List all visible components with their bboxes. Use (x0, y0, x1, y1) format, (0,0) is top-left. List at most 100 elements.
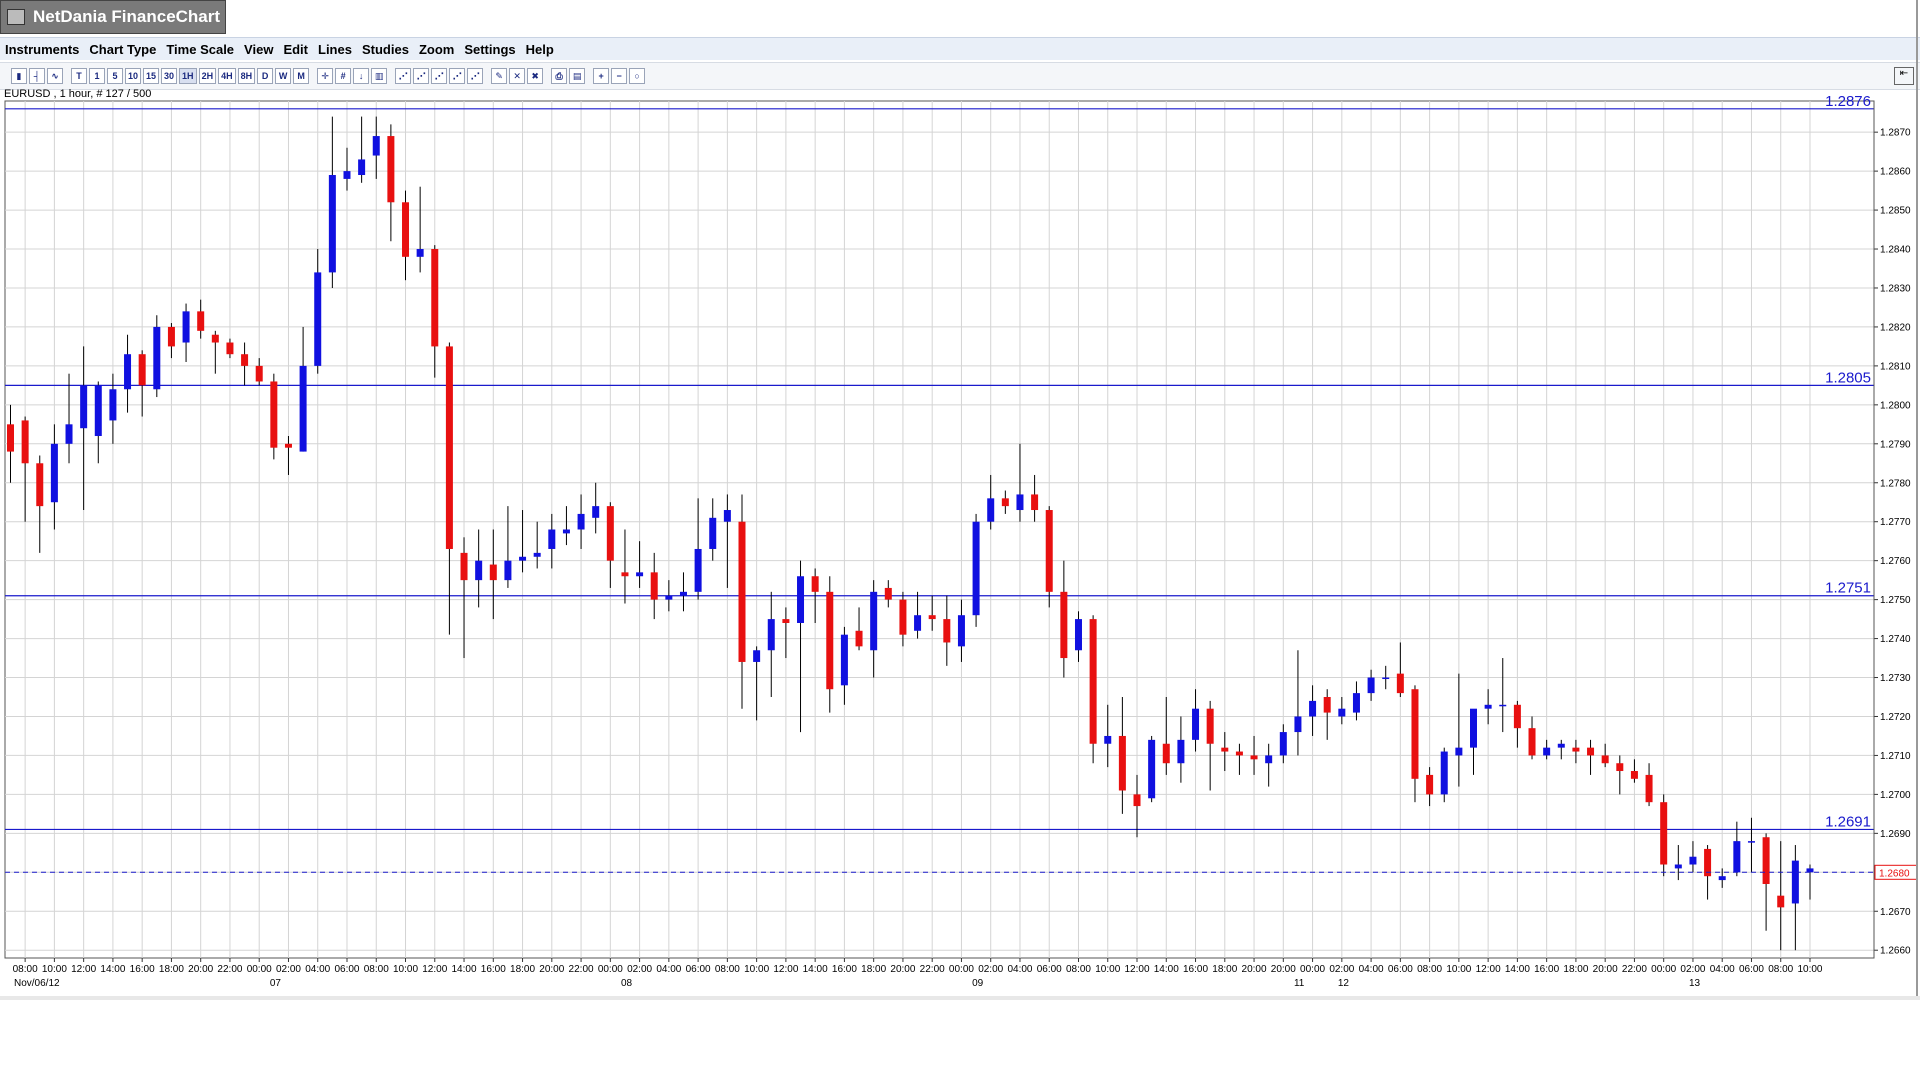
candle-body (1528, 728, 1536, 756)
y-tick-label: 1.2660 (1880, 946, 1911, 957)
timeframe-button-2h[interactable]: 2H (198, 68, 217, 84)
timeframe-button-w[interactable]: W (275, 68, 292, 84)
volume-icon[interactable]: ▥ (371, 68, 388, 84)
menu-chart-type[interactable]: Chart Type (89, 41, 157, 57)
instrument-label: EURUSD , 1 hour, # 127 / 500 (4, 88, 152, 100)
panel-toggle-icon[interactable]: ⇤ (1894, 67, 1914, 85)
candle-body (7, 424, 14, 452)
candle-body (1499, 704, 1507, 707)
y-tick-label: 1.2730 (1880, 673, 1911, 684)
x-tick-label: 00:00 (1651, 964, 1676, 975)
edit-line-icon[interactable]: ✎ (491, 68, 508, 84)
text-tool-icon[interactable]: ⋰ (467, 68, 484, 84)
candle-body (928, 615, 936, 620)
menu-instruments[interactable]: Instruments (5, 41, 80, 57)
candle-body (343, 171, 351, 179)
timeframe-button-5[interactable]: 5 (107, 68, 123, 84)
x-tick-label: 18:00 (159, 964, 184, 975)
candle-body (1601, 755, 1609, 764)
date-label: Nov/06/12 (14, 978, 60, 989)
print-preview-icon[interactable]: ▤ (569, 68, 586, 84)
candle-body (679, 591, 687, 596)
x-tick-label: 02:00 (978, 964, 1003, 975)
menu-studies[interactable]: Studies (361, 41, 409, 57)
menu-settings[interactable]: Settings (464, 41, 516, 57)
x-tick-label: 00:00 (598, 964, 623, 975)
print-icon[interactable]: ⎙ (551, 68, 568, 84)
candle-body (1192, 708, 1200, 740)
line-chart-icon[interactable]: ∿ (47, 68, 63, 84)
timeframe-button-4h[interactable]: 4H (218, 68, 236, 84)
timeframe-button-t[interactable]: T (71, 68, 87, 84)
menu-edit[interactable]: Edit (283, 41, 308, 57)
candle-body (1367, 677, 1375, 694)
timeframe-button-15[interactable]: 15 (143, 68, 160, 84)
app-title-tab[interactable]: NetDania FinanceChart (0, 0, 226, 34)
y-tick-label: 1.2800 (1880, 400, 1911, 411)
candle-body (1031, 494, 1039, 511)
timeframe-button-m[interactable]: M (293, 68, 310, 84)
y-tick-label: 1.2820 (1880, 322, 1911, 333)
timeframe-button-1h[interactable]: 1H (179, 68, 197, 84)
candle-body (1616, 763, 1624, 772)
candle-body (94, 385, 102, 437)
x-tick-label: 08:00 (13, 964, 38, 975)
y-tick-label: 1.2710 (1880, 751, 1911, 762)
delete-icon[interactable]: ✕ (509, 68, 526, 84)
timeframe-button-30[interactable]: 30 (161, 68, 178, 84)
candle-body (1221, 747, 1229, 752)
y-tick-label: 1.2850 (1880, 206, 1911, 217)
candle-body (767, 619, 775, 651)
x-tick-label: 08:00 (715, 964, 740, 975)
x-tick-label: 20:00 (539, 964, 564, 975)
x-tick-label: 10:00 (1095, 964, 1120, 975)
candle-body (650, 572, 658, 600)
zoom-out-icon[interactable]: − (611, 68, 628, 84)
candle-body (1718, 876, 1726, 881)
grid-icon[interactable]: # (335, 68, 352, 84)
candle-body (1001, 498, 1009, 507)
y-tick-label: 1.2740 (1880, 634, 1911, 645)
candle-body (1645, 774, 1653, 803)
candle-body (797, 576, 805, 623)
menu-zoom[interactable]: Zoom (418, 41, 455, 57)
candle-body (1557, 743, 1565, 748)
x-tick-label: 06:00 (1739, 964, 1764, 975)
y-tick-label: 1.2810 (1880, 361, 1911, 372)
timeframe-button-1[interactable]: 1 (89, 68, 105, 84)
candle-body (167, 326, 175, 347)
arrow-down-icon[interactable]: ↓ (353, 68, 370, 84)
x-tick-label: 16:00 (130, 964, 155, 975)
candle-body (1162, 743, 1170, 764)
trendline-icon[interactable]: ⋰ (395, 68, 412, 84)
candle-body (182, 311, 190, 343)
candle-body (489, 564, 497, 581)
menu-help[interactable]: Help (525, 41, 554, 57)
timeframe-button-8h[interactable]: 8H (237, 68, 256, 84)
y-tick-label: 1.2720 (1880, 712, 1911, 723)
zoom-reset-icon[interactable]: ○ (629, 68, 646, 84)
x-tick-label: 14:00 (803, 964, 828, 975)
fibonacci-icon[interactable]: ⋰ (431, 68, 448, 84)
timeframe-button-d[interactable]: D (257, 68, 274, 84)
candle-body (1323, 697, 1331, 713)
parallel-lines-icon[interactable]: ⋰ (449, 68, 466, 84)
candle-body (1660, 802, 1668, 865)
bar-chart-icon[interactable]: ┤ (29, 68, 45, 84)
x-tick-label: 12:00 (1476, 964, 1501, 975)
crosshair-icon[interactable]: ✛ (317, 68, 334, 84)
timeframe-button-10[interactable]: 10 (125, 68, 142, 84)
channel-icon[interactable]: ⋰ (413, 68, 430, 84)
menu-view[interactable]: View (244, 41, 274, 57)
menu-time-scale[interactable]: Time Scale (166, 41, 235, 57)
zoom-in-icon[interactable]: + (593, 68, 610, 84)
x-tick-label: 02:00 (276, 964, 301, 975)
menu-lines[interactable]: Lines (318, 41, 352, 57)
title-bar: NetDania FinanceChart (0, 0, 1920, 40)
y-tick-label: 1.2700 (1880, 790, 1911, 801)
candlestick-chart-icon[interactable]: ▮ (11, 68, 27, 84)
delete-all-icon[interactable]: ✖ (527, 68, 544, 84)
x-tick-label: 10:00 (1446, 964, 1471, 975)
x-tick-label: 18:00 (510, 964, 535, 975)
price-chart[interactable]: 1.2660 1.2670 1.2680 1.2690 1.2700 1.2710 1.27… (0, 0, 1920, 1000)
